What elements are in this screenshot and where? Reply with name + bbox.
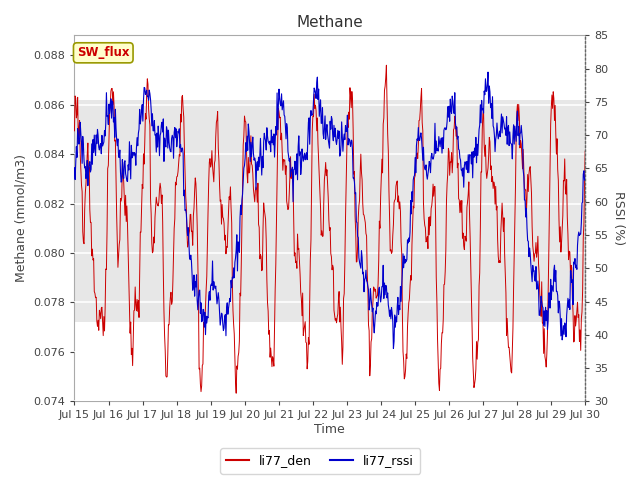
Text: SW_flux: SW_flux bbox=[77, 46, 129, 60]
Bar bbox=[74, 100, 585, 322]
Y-axis label: Methane (mmol/m3): Methane (mmol/m3) bbox=[15, 155, 28, 282]
Legend: li77_den, li77_rssi: li77_den, li77_rssi bbox=[220, 448, 420, 474]
X-axis label: Time: Time bbox=[314, 423, 345, 436]
Title: Methane: Methane bbox=[296, 15, 363, 30]
Y-axis label: RSSI (%): RSSI (%) bbox=[612, 192, 625, 245]
